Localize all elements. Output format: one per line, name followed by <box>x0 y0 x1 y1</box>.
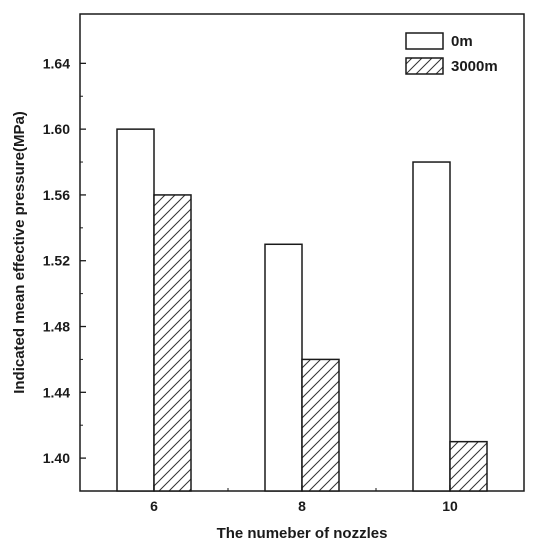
y-tick-label: 1.52 <box>43 253 70 269</box>
bar-0m-10 <box>412 161 451 492</box>
y-axis-title: Indicated mean effective pressure(MPa) <box>11 111 28 394</box>
plot-area: 1.40 1.44 1.48 1.52 1.56 1.60 1.64 6 8 10 The nume… <box>11 13 525 542</box>
legend-swatch-3000m <box>405 57 444 75</box>
y-tick-label: 1.44 <box>43 384 70 400</box>
y-tick-label: 1.48 <box>43 319 70 335</box>
x-tick-label: 6 <box>150 498 158 514</box>
x-axis-title: The numeber of nozzles <box>217 525 388 542</box>
bar-0m-8 <box>264 243 303 492</box>
bar-3000m-8 <box>301 358 340 492</box>
bar-0m-6 <box>116 128 155 492</box>
legend-label-3000m: 3000m <box>451 58 498 75</box>
y-tick-label: 1.56 <box>43 187 70 203</box>
y-tick-label: 1.64 <box>43 55 70 71</box>
x-tick-label: 10 <box>442 498 458 514</box>
bar-3000m-6 <box>153 194 192 492</box>
legend-swatch-0m <box>405 32 444 50</box>
y-tick-label: 1.40 <box>43 450 70 466</box>
y-tick-label: 1.60 <box>43 121 70 137</box>
bar-3000m-10 <box>449 440 488 492</box>
legend-label-0m: 0m <box>451 33 473 50</box>
x-tick-label: 8 <box>298 498 306 514</box>
